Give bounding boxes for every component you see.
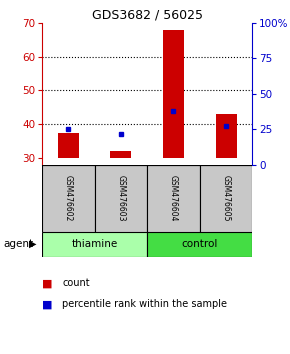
- Text: ▶: ▶: [29, 239, 37, 249]
- Text: ■: ■: [42, 299, 52, 309]
- Text: GSM476604: GSM476604: [169, 175, 178, 222]
- Bar: [110, 151, 131, 158]
- Text: GSM476602: GSM476602: [64, 175, 73, 222]
- Bar: [147, 165, 200, 232]
- Text: agent: agent: [3, 239, 33, 249]
- Text: control: control: [182, 239, 218, 249]
- Bar: [147, 232, 252, 257]
- Text: count: count: [62, 278, 90, 288]
- Text: percentile rank within the sample: percentile rank within the sample: [62, 299, 227, 309]
- Bar: [95, 165, 147, 232]
- Text: GSM476603: GSM476603: [116, 175, 125, 222]
- Bar: [42, 165, 95, 232]
- Text: GSM476605: GSM476605: [222, 175, 231, 222]
- Bar: [42, 232, 147, 257]
- Bar: [163, 30, 184, 158]
- Bar: [200, 165, 252, 232]
- Text: thiamine: thiamine: [72, 239, 118, 249]
- Title: GDS3682 / 56025: GDS3682 / 56025: [92, 9, 203, 22]
- Text: ■: ■: [42, 278, 52, 288]
- Bar: [215, 114, 237, 158]
- Bar: [58, 133, 79, 158]
